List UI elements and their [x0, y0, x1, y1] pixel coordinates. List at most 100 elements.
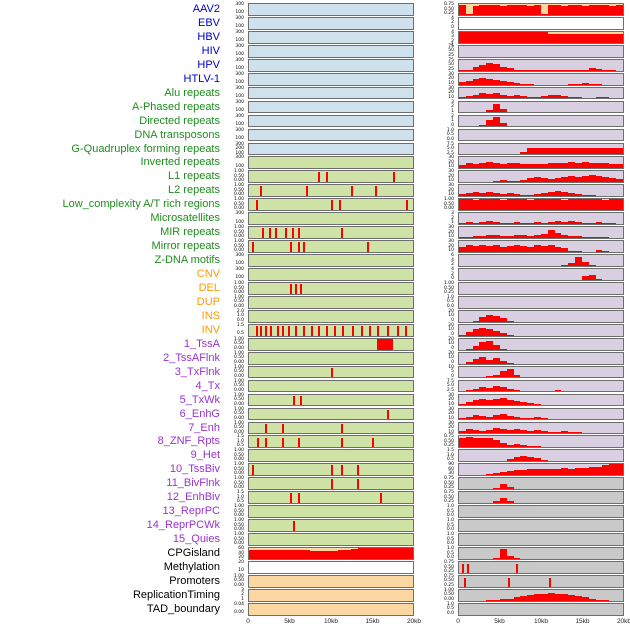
- right-track-panel: [458, 16, 624, 30]
- y-tick-label: 0.5: [446, 132, 454, 138]
- y-axis-ticks: 1.00 0.50 0.00: [220, 378, 246, 393]
- y-axis-ticks: 20 10 0: [430, 336, 456, 351]
- track-row: 8_ZNF_Rpts 1.5 1.0 0.5 0.75 0.50 0.25: [0, 435, 630, 449]
- y-tick-label: 0.25: [443, 569, 454, 574]
- right-track-panel: [458, 337, 624, 351]
- track-row: 2_TssAFlnk 1.00 0.50 0.00 20 10 0: [0, 350, 630, 365]
- data-bar: [326, 325, 329, 336]
- left-track-panel: [248, 365, 414, 379]
- y-tick-label: 75: [448, 43, 454, 49]
- left-track-panel: [248, 72, 414, 86]
- right-track-panel: [458, 128, 624, 142]
- track-row: CNV 300 100 4 2 0: [0, 268, 630, 281]
- row-label: L1 repeats: [168, 170, 220, 183]
- profile-area: [459, 436, 623, 448]
- y-tick-label: 0.50: [233, 341, 244, 347]
- y-tick-label: 100: [235, 121, 244, 127]
- track-row: 9_Het 1.00 0.50 0.00 1.5 1.0 0.5: [0, 449, 630, 463]
- y-axis-ticks: 1.0 0.5 0.0: [430, 601, 456, 616]
- y-tick-label: 20: [448, 336, 454, 342]
- y-axis-ticks: 1.0 0.5 0.0: [430, 505, 456, 518]
- y-axis-ticks: 2.0 1.0 0.0: [220, 308, 246, 323]
- y-tick-label: 1.00: [233, 378, 244, 384]
- row-label: 15_Quies: [172, 533, 220, 546]
- y-tick-label: 1.00: [233, 281, 244, 286]
- right-track-panel: [458, 72, 624, 86]
- y-tick-label: 20: [448, 308, 454, 314]
- y-tick-label: 5.0: [446, 146, 454, 151]
- y-tick-label: 4: [451, 15, 454, 21]
- y-tick-label: 0.50: [233, 187, 244, 193]
- data-bar: [293, 521, 296, 531]
- data-bar: [298, 493, 301, 504]
- y-tick-label: 30: [448, 169, 454, 175]
- right-track-panel: [458, 491, 624, 505]
- row-label: 12_EnhBiv: [166, 491, 220, 504]
- data-bar: [376, 325, 379, 336]
- y-tick-label: 4: [451, 257, 454, 263]
- y-tick-label: 1.00: [233, 350, 244, 356]
- y-tick-label: 100: [235, 163, 244, 169]
- profile-area: [459, 60, 623, 71]
- y-tick-label: 0.00: [233, 457, 244, 463]
- right-track-panel: [458, 226, 624, 239]
- y-axis-ticks: 1.00 0.50 0.00: [220, 240, 246, 253]
- y-tick-label: 0.00: [233, 582, 244, 588]
- y-tick-label: 2.5: [446, 387, 454, 393]
- x-tick-label: 10kb: [323, 618, 339, 625]
- right-track-panel: [458, 198, 624, 212]
- y-tick-label: 2: [451, 104, 454, 110]
- left-track-panel: [248, 337, 414, 351]
- right-track-panel: [458, 3, 624, 16]
- y-tick-label: 0.50: [443, 201, 454, 207]
- y-tick-label: 100: [235, 10, 244, 16]
- y-tick-label: 0.00: [233, 359, 244, 365]
- track-row: A-Phased repeats 300 100 3 2 1: [0, 100, 630, 114]
- y-tick-label: 1.0: [446, 504, 454, 510]
- track-row: G-Quadruplex forming repeats 300 200 100 7.5…: [0, 142, 630, 156]
- y-tick-label: 0.25: [443, 290, 454, 295]
- y-tick-label: 20: [448, 76, 454, 82]
- y-tick-label: 1.5: [236, 490, 244, 496]
- y-tick-label: 1.00: [443, 281, 454, 286]
- y-axis-ticks: 1.00 0.50 0.00: [220, 505, 246, 518]
- y-tick-label: 2.0: [236, 308, 244, 314]
- data-bar: [285, 227, 288, 238]
- y-axis-ticks: 1.00 0.50 0.00: [430, 198, 456, 211]
- y-tick-label: 0.00: [233, 527, 244, 533]
- data-bar: [255, 199, 258, 211]
- data-bar: [317, 171, 320, 183]
- y-axis-ticks: 30 20 10: [430, 407, 456, 421]
- y-tick-label: 1.0: [446, 601, 454, 607]
- y-tick-label: 0.50: [233, 201, 244, 207]
- data-bar: [288, 325, 291, 336]
- right-track-panel: [458, 212, 624, 226]
- right-track-panel: [458, 295, 624, 309]
- data-bar: [281, 437, 284, 448]
- left-track-panel: [248, 519, 414, 532]
- y-tick-label: 100: [235, 38, 244, 44]
- y-tick-label: 0.50: [443, 578, 454, 584]
- y-axis-ticks: 1.00 0.50 0.00: [220, 184, 246, 197]
- right-track-panel: [458, 254, 624, 267]
- y-axis-ticks: 20 10 0: [430, 323, 456, 337]
- y-axis-ticks: 0.75 0.50 0.25: [430, 491, 456, 504]
- left-track-panel: [248, 100, 414, 114]
- y-tick-label: 100: [235, 219, 244, 225]
- row-label: CPGisland: [167, 547, 220, 560]
- y-tick-label: 100: [235, 150, 244, 156]
- y-tick-label: 0: [451, 373, 454, 379]
- y-tick-label: 1.00: [443, 197, 454, 203]
- x-tick-label: 5kb: [284, 618, 295, 625]
- right-track-panel: [458, 407, 624, 421]
- data-bar: [340, 437, 343, 448]
- y-tick-label: 0.00: [233, 429, 244, 435]
- row-label: A-Phased repeats: [131, 100, 220, 113]
- y-tick-label: 0.50: [233, 397, 244, 403]
- y-tick-label: 30: [448, 155, 454, 161]
- left-track-panel: [248, 114, 414, 128]
- y-tick-label: 2: [451, 262, 454, 268]
- data-bar: [311, 325, 314, 336]
